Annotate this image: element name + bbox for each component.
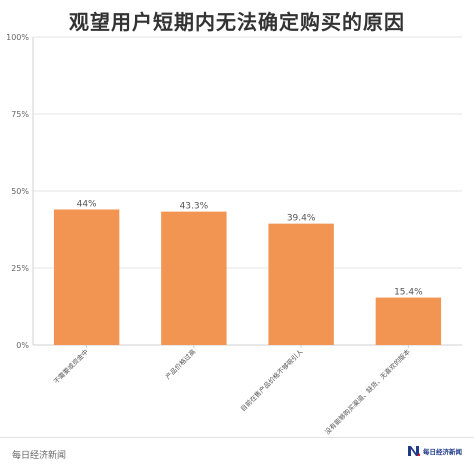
data-label: 43.3% [180, 202, 209, 212]
bar [161, 211, 227, 345]
x-tick-label: 产品价格过高 [163, 347, 197, 381]
chart-title: 观望用户短期内无法确定购买的原因 [69, 10, 405, 34]
x-tick-label: 不需要或资金中 [52, 347, 91, 386]
data-label: 44% [77, 199, 97, 209]
bar [53, 209, 120, 345]
bar [375, 297, 442, 345]
y-tick-label: 0% [16, 341, 29, 350]
x-tick-label: 目前在售产品价格不够吸引人 [238, 347, 304, 413]
bar [268, 223, 334, 345]
data-labels: 44% 43.3% 39.4% 15.4% [77, 199, 424, 297]
y-tick-label: 100% [6, 33, 29, 42]
y-tick-label: 25% [11, 264, 29, 273]
y-tick-label: 50% [11, 187, 29, 196]
x-tick-label: 没有能够购买渠道、缺货、无喜欢的版本 [323, 347, 412, 436]
brand-logo: 每日经济新闻 [407, 445, 462, 457]
footer-source: 每日经济新闻 [12, 451, 67, 461]
data-label: 39.4% [287, 214, 316, 224]
data-label: 15.4% [394, 288, 423, 298]
y-tick-label: 75% [11, 110, 29, 119]
nbd-logo-icon [408, 446, 420, 456]
bars [53, 209, 442, 345]
x-axis-ticks: 不需要或资金中 产品价格过高 目前在售产品价格不够吸引人 没有能够购买渠道、缺货、无喜… [52, 347, 413, 436]
y-axis-ticks: 0% 25% 50% 75% 100% [6, 33, 29, 350]
footer-divider [0, 437, 474, 438]
logo-text: 每日经济新闻 [423, 448, 462, 456]
